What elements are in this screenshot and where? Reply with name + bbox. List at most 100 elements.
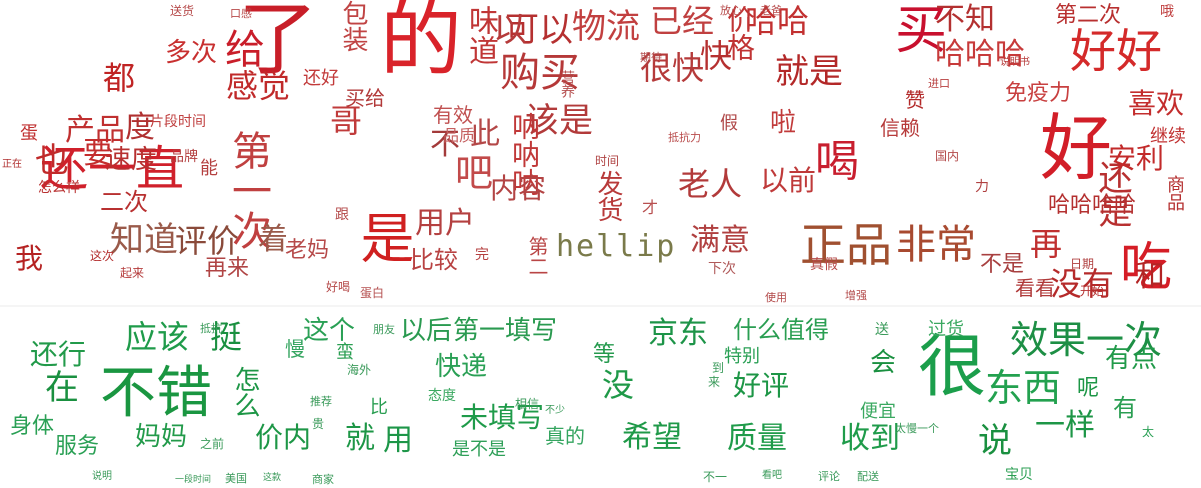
cloud-word: 有: [1113, 394, 1137, 422]
cloud-word: 比: [370, 397, 388, 418]
cloud-word: 口感: [230, 7, 252, 20]
cloud-word: 不错: [100, 361, 212, 426]
cloud-word: 比较: [410, 246, 458, 274]
cloud-word: 味道: [463, 5, 498, 65]
cloud-word: 不知: [935, 2, 995, 37]
cloud-word: 还好: [303, 68, 339, 89]
cloud-word: 速度: [105, 145, 158, 175]
cloud-word: 还一直: [40, 141, 185, 197]
cloud-word: 呢: [1077, 376, 1100, 401]
cloud-word: 包装: [338, 0, 368, 52]
cloud-word: 哈哈哈哈: [1048, 193, 1137, 218]
word-cloud-bottom-panel: 不错 很效果一次 东西 应该挺 这个 以后 第一填写 京东 什么值得 过货 还行在 快递 等没 好评 会 有点…: [0, 306, 1201, 488]
cloud-word: 能: [200, 158, 218, 179]
cloud-word: 在: [45, 368, 79, 408]
cloud-word: 可以: [505, 10, 573, 50]
panel-divider: [0, 305, 1201, 307]
cloud-word: 就: [345, 421, 375, 456]
cloud-word: 评价: [175, 222, 240, 260]
cloud-word: 多次: [165, 38, 218, 68]
cloud-word: 品质: [443, 126, 476, 145]
cloud-word: 以后: [400, 316, 453, 346]
cloud-word: 以: [493, 10, 527, 50]
cloud-word: 态度: [428, 388, 456, 404]
cloud-word: 要: [83, 136, 113, 171]
cloud-word: 哥: [330, 102, 363, 140]
cloud-word: 二次: [100, 188, 148, 216]
cloud-word: 内容: [490, 172, 547, 205]
cloud-word: 看看: [1015, 276, 1055, 300]
cloud-word: 太慢一个: [895, 422, 939, 435]
cloud-word: 赞: [905, 88, 925, 112]
cloud-word: 下次: [708, 261, 736, 277]
cloud-word: 相信: [515, 397, 540, 411]
cloud-word: 好评: [733, 369, 790, 402]
cloud-word: 没有: [1050, 265, 1115, 303]
cloud-word: 价格: [723, 5, 756, 61]
cloud-word: 一样: [1035, 408, 1095, 443]
cloud-word: 此: [470, 117, 500, 152]
cloud-word: 吃: [1120, 238, 1173, 298]
cloud-word: 真的: [545, 424, 585, 448]
cloud-word: 有点: [1105, 344, 1158, 374]
cloud-word: 买给: [345, 86, 385, 110]
cloud-word: 说明: [92, 471, 112, 482]
cloud-word: 和: [1135, 259, 1165, 294]
cloud-word: 慢: [285, 337, 305, 361]
cloud-word: 说: [978, 421, 1012, 461]
cloud-word: 喝: [815, 136, 859, 187]
cloud-word: 美国: [225, 472, 247, 485]
cloud-word: 以前: [760, 164, 817, 197]
cloud-word: 第二次: [1055, 3, 1122, 28]
cloud-word: 未填写: [460, 401, 545, 434]
cloud-word: 便宜: [860, 401, 896, 422]
cloud-word: 进口: [928, 77, 950, 90]
cloud-word: 效果一次: [1010, 318, 1163, 362]
cloud-word: 还是: [1092, 160, 1132, 228]
cloud-word: 怎么: [230, 366, 260, 418]
cloud-word: 才: [642, 198, 659, 217]
cloud-word: 购买: [500, 50, 580, 96]
cloud-word: 海外: [347, 363, 372, 377]
cloud-word: 啦: [770, 108, 797, 138]
cloud-word: 哈哈: [745, 2, 810, 40]
cloud-word: 开始: [1080, 284, 1105, 298]
cloud-word-highlight: hellip: [556, 229, 677, 264]
cloud-word: 感觉: [226, 67, 291, 105]
cloud-word: 贵: [312, 417, 325, 431]
cloud-word: 这次: [90, 249, 115, 263]
cloud-word: 太: [1142, 425, 1155, 439]
cloud-word: 推荐: [310, 395, 332, 408]
cloud-word: 是: [351, 210, 414, 264]
cloud-word: 商家: [312, 473, 334, 486]
cloud-word: 增强: [845, 289, 867, 302]
cloud-word: 有效: [433, 103, 473, 127]
cloud-word: 第一填写: [453, 316, 558, 346]
cloud-word: 哈哈哈: [935, 37, 1025, 72]
cloud-word: 应该: [125, 318, 190, 356]
cloud-word: 再来: [205, 256, 250, 281]
cloud-word: 发货: [593, 170, 623, 222]
cloud-word: 好喝: [326, 280, 351, 294]
cloud-word: 真假: [810, 257, 838, 273]
cloud-word: 宝贝: [1005, 467, 1033, 483]
cloud-word: 希望: [622, 420, 682, 455]
cloud-word: 信赖: [880, 116, 920, 140]
cloud-word: 挺: [210, 318, 243, 356]
cloud-word: 营养: [559, 70, 575, 98]
cloud-word: 怎么样: [38, 180, 80, 196]
cloud-word: 吧: [455, 151, 494, 195]
cloud-word: 的: [380, 0, 463, 88]
cloud-word: 国内: [935, 149, 960, 163]
cloud-word: 老妈: [285, 238, 330, 263]
word-cloud-top-panel: 的了好好好买吃是还一直 还是 正品喝非常 购买给该是 物流 可以 已经 很快 就是 哈哈 不知 哈哈哈…: [2, 0, 1186, 304]
cloud-word: 正在: [2, 159, 22, 170]
cloud-word: 老人: [678, 165, 743, 203]
cloud-word: 喜欢: [1128, 87, 1185, 120]
cloud-word: 非常: [896, 222, 976, 268]
cloud-word: 什么值得: [733, 316, 829, 344]
cloud-word: 使用: [765, 291, 787, 304]
cloud-word: 安利: [1108, 142, 1165, 175]
cloud-word: 用户: [415, 206, 475, 241]
cloud-word: 完: [475, 247, 489, 263]
